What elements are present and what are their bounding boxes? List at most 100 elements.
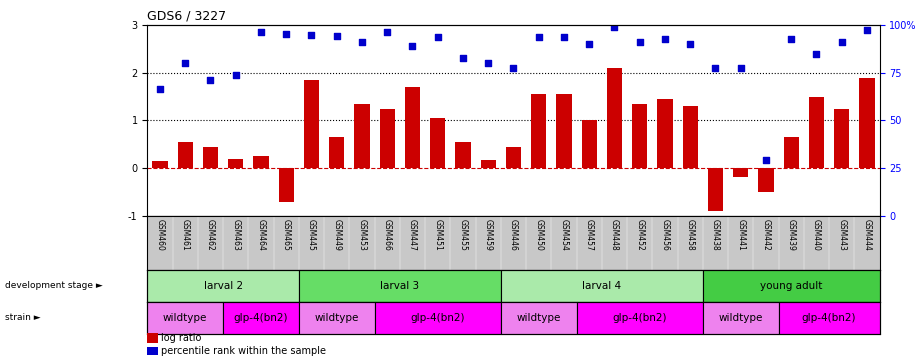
Text: GDS6 / 3227: GDS6 / 3227: [147, 9, 227, 22]
Bar: [203, 147, 218, 168]
Text: GSM465: GSM465: [282, 218, 291, 251]
Text: glp-4(bn2): glp-4(bn2): [612, 313, 667, 323]
Text: GSM464: GSM464: [256, 218, 265, 251]
Bar: [582, 120, 597, 168]
Bar: [531, 94, 546, 168]
Bar: [455, 142, 471, 168]
Bar: [223, 302, 298, 334]
Bar: [632, 104, 647, 168]
Point: [330, 34, 344, 39]
Point: [178, 60, 192, 66]
Bar: [859, 77, 875, 168]
Text: GSM448: GSM448: [610, 218, 619, 250]
Text: wildtype: wildtype: [163, 313, 207, 323]
Point: [633, 39, 647, 45]
Point: [733, 65, 748, 71]
Text: GSM466: GSM466: [383, 218, 391, 251]
Text: glp-4(bn2): glp-4(bn2): [411, 313, 465, 323]
Bar: [703, 270, 880, 302]
Text: GSM461: GSM461: [181, 218, 190, 250]
Bar: [658, 99, 672, 168]
Point: [228, 72, 243, 78]
Point: [430, 34, 445, 40]
Bar: [147, 302, 223, 334]
Text: GSM459: GSM459: [484, 218, 493, 251]
Bar: [577, 302, 703, 334]
Text: glp-4(bn2): glp-4(bn2): [234, 313, 288, 323]
Bar: [298, 270, 501, 302]
Text: GSM453: GSM453: [357, 218, 367, 251]
Text: wildtype: wildtype: [315, 313, 359, 323]
Bar: [506, 147, 521, 168]
Bar: [778, 302, 880, 334]
Text: larval 3: larval 3: [380, 281, 419, 291]
Bar: [304, 80, 319, 168]
Point: [582, 41, 597, 47]
Point: [456, 56, 471, 61]
Text: glp-4(bn2): glp-4(bn2): [802, 313, 857, 323]
Text: GSM443: GSM443: [837, 218, 846, 251]
Bar: [152, 161, 168, 168]
Text: development stage ►: development stage ►: [5, 281, 102, 290]
Bar: [253, 156, 269, 168]
Bar: [809, 97, 824, 168]
Text: GSM457: GSM457: [585, 218, 594, 251]
Bar: [178, 142, 192, 168]
Bar: [682, 106, 698, 168]
Text: GSM439: GSM439: [787, 218, 796, 251]
Bar: [556, 94, 572, 168]
Text: wildtype: wildtype: [718, 313, 763, 323]
Point: [556, 34, 571, 40]
Point: [379, 29, 394, 35]
Point: [253, 29, 268, 35]
Point: [784, 36, 799, 42]
Bar: [708, 168, 723, 211]
Text: strain ►: strain ►: [5, 313, 41, 322]
Bar: [501, 302, 577, 334]
Point: [304, 32, 319, 38]
Bar: [758, 168, 774, 192]
Text: GSM452: GSM452: [635, 218, 644, 250]
Bar: [733, 168, 748, 177]
Point: [759, 157, 774, 162]
Text: GSM451: GSM451: [433, 218, 442, 250]
Text: GSM441: GSM441: [736, 218, 745, 250]
Bar: [147, 270, 298, 302]
Text: percentile rank within the sample: percentile rank within the sample: [161, 346, 326, 356]
Point: [708, 65, 723, 71]
Text: larval 4: larval 4: [582, 281, 622, 291]
Text: GSM456: GSM456: [660, 218, 670, 251]
Text: GSM460: GSM460: [156, 218, 165, 251]
Text: GSM445: GSM445: [307, 218, 316, 251]
Text: GSM463: GSM463: [231, 218, 240, 251]
Text: GSM446: GSM446: [509, 218, 518, 251]
Bar: [703, 302, 778, 334]
Text: GSM455: GSM455: [459, 218, 468, 251]
Point: [658, 36, 672, 42]
Bar: [279, 168, 294, 202]
Bar: [834, 109, 849, 168]
Text: GSM450: GSM450: [534, 218, 543, 251]
Point: [153, 87, 168, 92]
Bar: [329, 137, 344, 168]
Point: [279, 31, 294, 36]
Bar: [228, 159, 243, 168]
Bar: [607, 68, 622, 168]
Bar: [430, 118, 445, 168]
Bar: [298, 302, 375, 334]
Text: GSM447: GSM447: [408, 218, 417, 251]
Text: GSM458: GSM458: [686, 218, 694, 250]
Point: [481, 60, 495, 66]
Bar: [784, 137, 799, 168]
Point: [204, 77, 218, 83]
Text: young adult: young adult: [760, 281, 822, 291]
Point: [834, 39, 849, 45]
Point: [859, 27, 874, 32]
Text: GSM438: GSM438: [711, 218, 720, 250]
Point: [507, 65, 521, 71]
Point: [682, 41, 697, 47]
Point: [531, 34, 546, 40]
Text: log ratio: log ratio: [161, 333, 202, 343]
Bar: [481, 160, 495, 168]
Bar: [355, 104, 369, 168]
